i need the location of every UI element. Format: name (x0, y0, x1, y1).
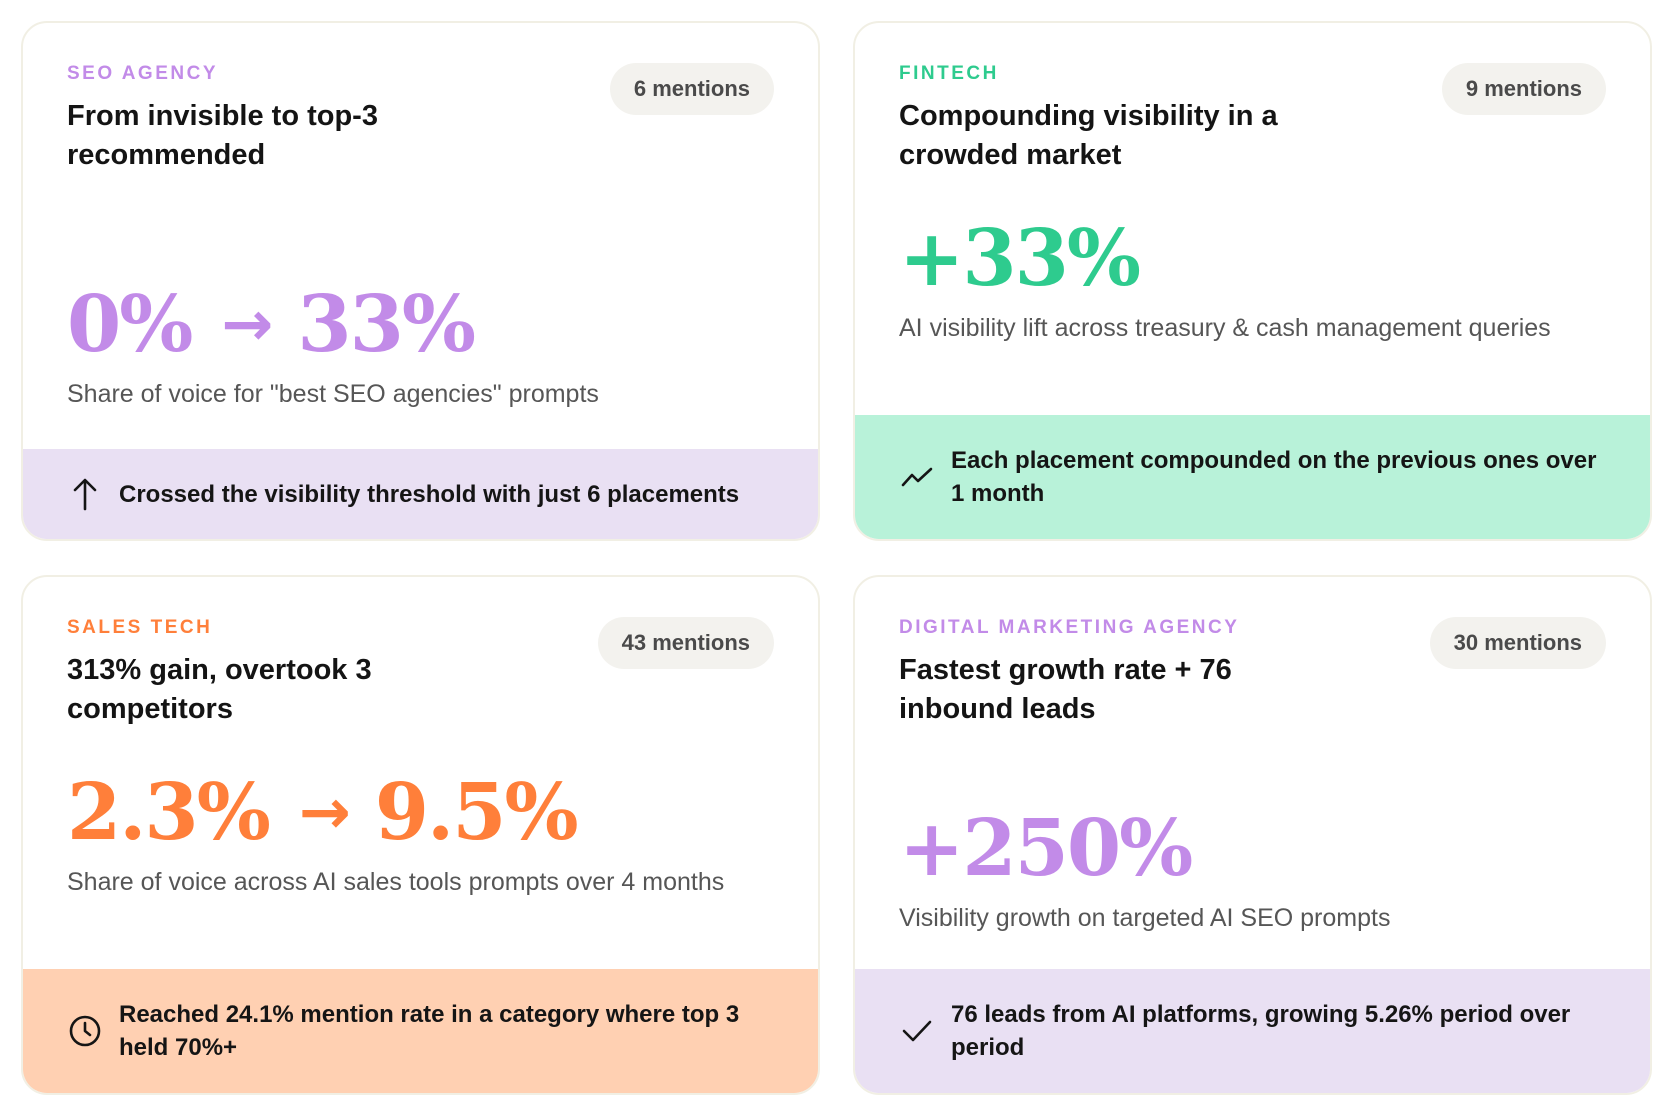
metric-value: 0% → 33% (67, 285, 476, 370)
case-study-card-fintech: FINTECH Compounding visibility in a crow… (853, 21, 1652, 541)
mentions-badge: 6 mentions (609, 63, 774, 115)
checkmark-icon (899, 1013, 935, 1049)
clock-icon (67, 1013, 103, 1049)
trending-up-icon (899, 459, 935, 495)
card-title: Compounding visibility in a crowded mark… (899, 100, 1278, 171)
metric-description: AI visibility lift across treasury & cas… (899, 314, 1551, 342)
card-footer: Each placement compounded on the previou… (855, 415, 1650, 539)
card-footer: Crossed the visibility threshold with ju… (23, 449, 818, 539)
card-title: From invisible to top-3 recommended (67, 100, 378, 171)
metric-to: 9.5% (374, 767, 579, 858)
card-footer: Reached 24.1% mention rate in a category… (23, 969, 818, 1093)
footer-text: 76 leads from AI platforms, growing 5.26… (951, 1001, 1571, 1061)
card-category: SALES TECH (67, 617, 213, 638)
case-study-card-seo-agency: SEO AGENCY From invisible to top-3 recom… (21, 21, 820, 541)
mentions-badge: 9 mentions (1441, 63, 1606, 115)
card-category: FINTECH (899, 63, 999, 84)
arrow-up-icon (67, 476, 103, 512)
footer-text: Each placement compounded on the previou… (951, 447, 1597, 507)
footer-text: Reached 24.1% mention rate in a category… (119, 1001, 740, 1061)
footer-text: Crossed the visibility threshold with ju… (119, 480, 740, 508)
card-title: 313% gain, overtook 3 competitors (67, 654, 372, 725)
metric-value: +33% (899, 213, 1141, 304)
metric-from: 0% (67, 279, 193, 370)
arrow-right-icon: → (221, 287, 274, 360)
metric-value: 2.3% → 9.5% (67, 773, 579, 858)
card-category: SEO AGENCY (67, 63, 218, 84)
mentions-badge: 43 mentions (597, 617, 774, 669)
metric-to: 33% (297, 279, 476, 370)
arrow-right-icon: → (298, 775, 351, 848)
metric-from: 2.3% (67, 767, 271, 858)
card-title: Fastest growth rate + 76 inbound leads (899, 654, 1232, 725)
metric-description: Share of voice for "best SEO agencies" p… (67, 380, 599, 408)
metric-value: +250% (899, 803, 1193, 894)
case-study-card-sales-tech: SALES TECH 313% gain, overtook 3 competi… (21, 575, 820, 1095)
card-category: DIGITAL MARKETING AGENCY (899, 617, 1240, 638)
card-footer: 76 leads from AI platforms, growing 5.26… (855, 969, 1650, 1093)
metric-description: Share of voice across AI sales tools pro… (67, 868, 725, 896)
metric-description: Visibility growth on targeted AI SEO pro… (899, 904, 1391, 932)
mentions-badge: 30 mentions (1429, 617, 1606, 669)
case-study-card-digital-marketing-agency: DIGITAL MARKETING AGENCY Fastest growth … (853, 575, 1652, 1095)
